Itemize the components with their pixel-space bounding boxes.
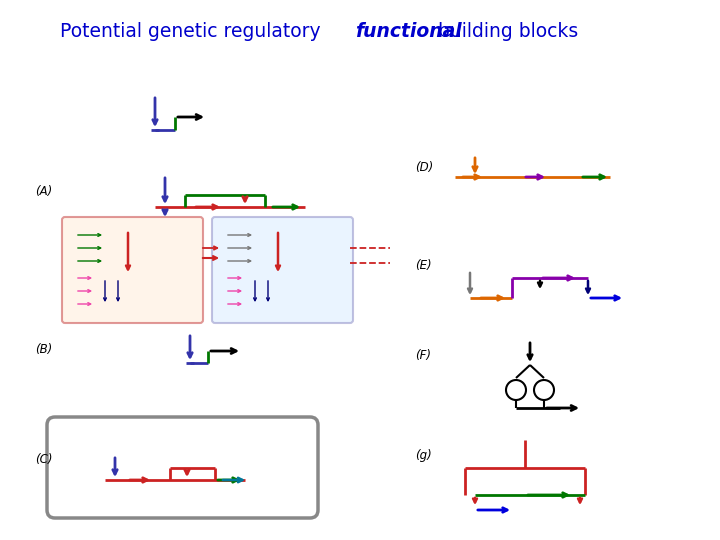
FancyBboxPatch shape xyxy=(212,217,353,323)
Text: (E): (E) xyxy=(415,259,431,272)
Text: (C): (C) xyxy=(35,454,53,467)
FancyBboxPatch shape xyxy=(62,217,203,323)
Text: (B): (B) xyxy=(35,343,53,356)
Text: building blocks: building blocks xyxy=(432,22,578,41)
Text: (F): (F) xyxy=(415,348,431,361)
Text: (D): (D) xyxy=(415,161,433,174)
FancyBboxPatch shape xyxy=(47,417,318,518)
Text: functional: functional xyxy=(355,22,462,41)
Text: (A): (A) xyxy=(35,186,53,199)
Text: (g): (g) xyxy=(415,449,432,462)
Text: Potential genetic regulatory: Potential genetic regulatory xyxy=(60,22,327,41)
